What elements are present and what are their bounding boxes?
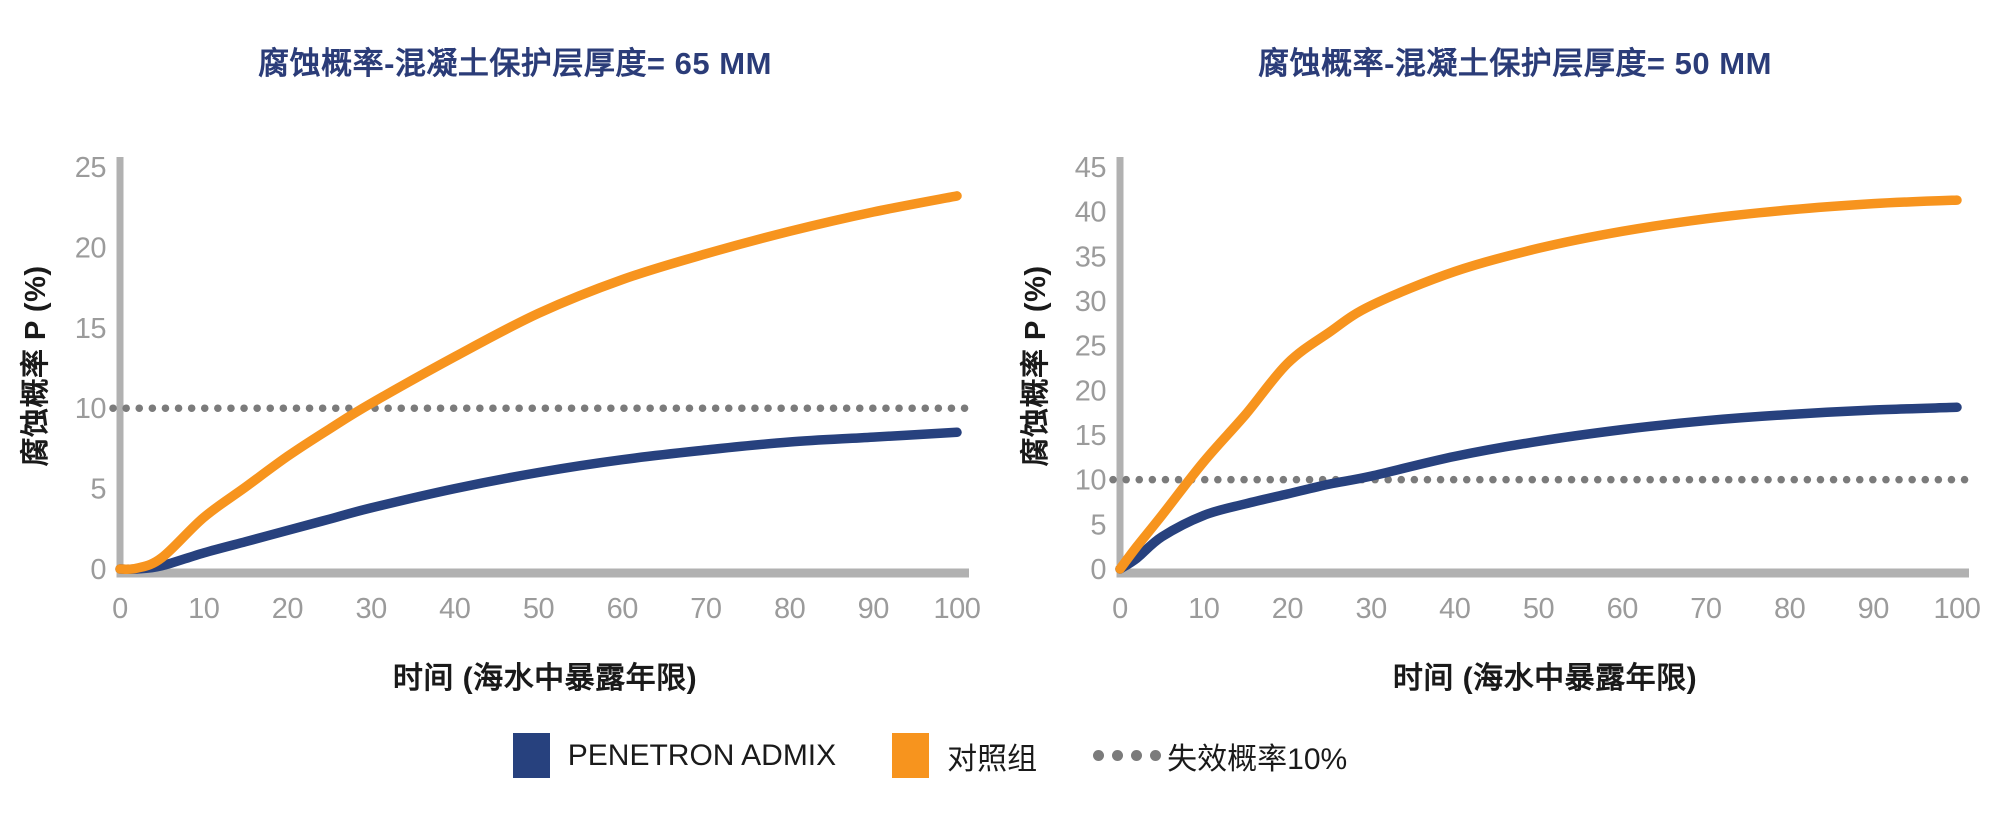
- charts-row: 腐蚀概率-混凝土保护层厚度= 65 MM 0 5 10 15 20 25 0 10 20 30 40…: [20, 0, 1981, 697]
- series-line-control-group: [115, 191, 962, 575]
- chart-65mm-title: 腐蚀概率-混凝土保护层厚度= 65 MM: [258, 46, 772, 81]
- x-tick-label: 60: [607, 593, 638, 625]
- series-line-control-group: [1115, 195, 1962, 574]
- y-tick-label: 25: [1075, 331, 1106, 363]
- legend-item-control-group: 对照组: [892, 733, 1037, 778]
- chart-50mm-title: 腐蚀概率-混凝土保护层厚度= 50 MM: [1258, 46, 1772, 81]
- x-tick-label: 20: [1272, 593, 1303, 625]
- legend: PENETRON ADMIX 对照组 失效概率10%: [0, 733, 1930, 778]
- x-tick-label: 0: [1112, 593, 1128, 625]
- chart-50mm: 腐蚀概率-混凝土保护层厚度= 50 MM 0 5 10 15 20 25 30 35 40 45 0…: [1020, 0, 1981, 697]
- chart-50mm-x-axis-label: 时间 (海水中暴露年限): [1392, 662, 1698, 695]
- x-tick-label: 30: [1355, 593, 1386, 625]
- x-tick-label: 80: [774, 593, 805, 625]
- x-tick-label: 100: [934, 593, 981, 625]
- y-tick-label: 15: [75, 313, 106, 345]
- y-tick-label: 35: [1075, 241, 1106, 273]
- x-tick-label: 80: [1774, 593, 1805, 625]
- dotted-line-icon: [1093, 750, 1162, 761]
- legend-item-failure-threshold: 失效概率10%: [1093, 734, 1347, 778]
- y-tick-label: 20: [1075, 375, 1106, 407]
- legend-label-penetron-admix: PENETRON ADMIX: [567, 738, 837, 772]
- y-tick-label: 0: [90, 554, 106, 586]
- chart-50mm-canvas: 0 5 10 15 20 25 30 35 40 45 0 10 20 30 40 50 60 70 80 90 100: [1075, 152, 1981, 625]
- legend-label-failure-threshold: 失效概率10%: [1167, 742, 1348, 776]
- y-tick-label: 30: [1075, 286, 1106, 318]
- chart-65mm: 腐蚀概率-混凝土保护层厚度= 65 MM 0 5 10 15 20 25 0 10 20 30 40…: [20, 0, 981, 697]
- x-tick-label: 60: [1607, 593, 1638, 625]
- x-tick-label: 100: [1934, 593, 1981, 625]
- y-tick-label: 5: [1090, 509, 1106, 541]
- series-line-penetron-admix: [115, 427, 962, 574]
- x-tick-label: 50: [1523, 593, 1554, 625]
- y-tick-label: 25: [75, 152, 106, 184]
- x-tick-label: 10: [1188, 593, 1219, 625]
- x-tick-label: 20: [272, 593, 303, 625]
- legend-item-penetron-admix: PENETRON ADMIX: [512, 733, 837, 778]
- x-tick-label: 10: [188, 593, 219, 625]
- y-tick-label: 5: [90, 474, 106, 506]
- x-tick-label: 70: [690, 593, 721, 625]
- y-tick-label: 15: [1075, 420, 1106, 452]
- chart-50mm-y-axis-label: 腐蚀概率 P (%): [1020, 265, 1052, 467]
- y-tick-label: 0: [1090, 554, 1106, 586]
- y-tick-label: 20: [75, 232, 106, 264]
- x-tick-label: 50: [523, 593, 554, 625]
- x-tick-label: 90: [858, 593, 889, 625]
- legend-label-control-group: 对照组: [947, 742, 1038, 776]
- series-line-penetron-admix: [1115, 402, 1962, 574]
- x-tick-label: 90: [1858, 593, 1889, 625]
- x-tick-label: 40: [1439, 593, 1470, 625]
- y-tick-label: 45: [1075, 152, 1106, 184]
- y-tick-label: 10: [75, 393, 106, 425]
- penetron-admix-swatch-icon: [512, 733, 550, 778]
- x-tick-label: 70: [1690, 593, 1721, 625]
- x-tick-label: 0: [112, 593, 128, 625]
- chart-65mm-y-axis-label: 腐蚀概率 P (%): [20, 265, 52, 467]
- y-tick-label: 10: [1075, 465, 1106, 497]
- x-tick-label: 30: [355, 593, 386, 625]
- chart-65mm-x-axis-label: 时间 (海水中暴露年限): [392, 662, 698, 695]
- x-tick-label: 40: [439, 593, 470, 625]
- chart-65mm-canvas: 0 5 10 15 20 25 0 10 20 30 40 50 60 70 80 90 100: [75, 152, 981, 625]
- y-tick-label: 40: [1075, 197, 1106, 229]
- control-group-swatch-icon: [892, 733, 930, 778]
